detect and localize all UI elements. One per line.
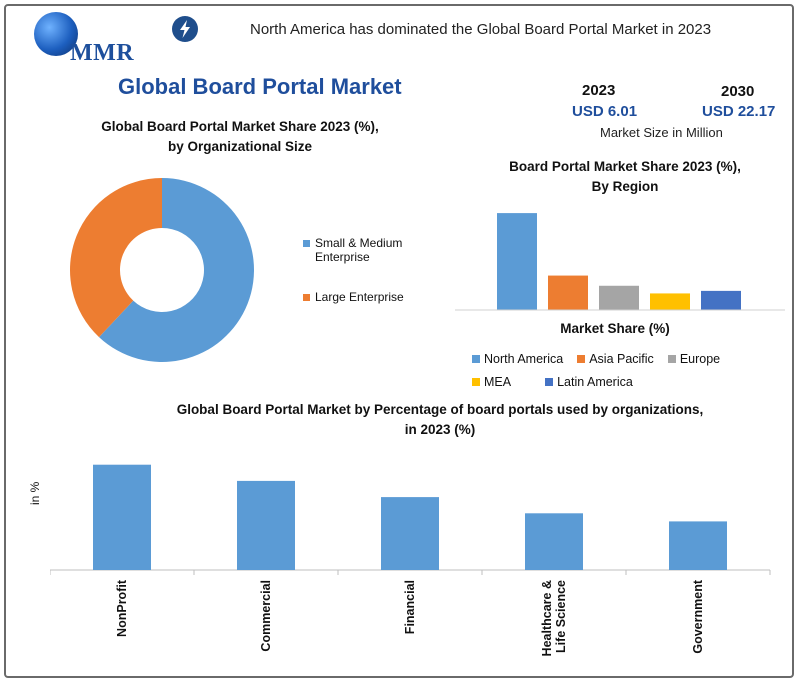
donut-legend: Small & Medium Enterprise Large Enterpri…	[303, 236, 413, 304]
legend-item-europe: Europe	[667, 352, 721, 366]
legend-swatch-mea	[472, 378, 480, 386]
orgs-tick-label-financial: Financial	[403, 580, 417, 634]
legend-item-latin-america: Latin America	[545, 375, 633, 389]
donut-slice-large	[70, 178, 162, 338]
region-bar-europe	[599, 285, 639, 310]
region-bar-mea	[650, 293, 690, 310]
market-size-note: Market Size in Million	[600, 125, 723, 140]
region-x-axis-label: Market Share (%)	[560, 321, 670, 336]
brand-logo: MMR	[70, 40, 135, 66]
region-title-line2: By Region	[591, 179, 659, 194]
stat-value-2030: USD 22.17	[702, 103, 776, 120]
legend-item-north-america: North America	[472, 352, 563, 366]
region-bar-latin-america	[701, 290, 741, 310]
donut-title-line1: Global Board Portal Market Share 2023 (%…	[101, 119, 379, 134]
orgs-tick-text: Government	[691, 579, 705, 653]
orgs-tick-text: Financial	[403, 580, 417, 634]
legend-item-mea: MEA	[472, 375, 511, 389]
legend-swatch-north-america	[472, 355, 480, 363]
legend-item-large: Large Enterprise	[303, 290, 413, 304]
orgs-title-line2: in 2023 (%)	[404, 422, 476, 437]
orgs-tick-text: NonProfit	[115, 579, 129, 637]
legend-label-large: Large Enterprise	[315, 290, 404, 304]
region-bar-chart	[455, 213, 785, 311]
donut-chart-title: Global Board Portal Market Share 2023 (%…	[60, 117, 420, 157]
orgs-tick-label-nonprofit: NonProfit	[115, 579, 129, 637]
orgs-bar-government	[669, 521, 727, 570]
region-title-line1: Board Portal Market Share 2023 (%),	[509, 159, 741, 174]
orgs-bar-commercial	[237, 480, 295, 570]
stat-value-2023: USD 6.01	[572, 103, 638, 120]
orgs-tick-text: Life Science	[554, 580, 568, 653]
donut-slice-sme	[99, 178, 255, 362]
legend-swatch-latin-america	[545, 378, 554, 386]
region-bar-asia-pacific	[548, 275, 588, 310]
orgs-tick-text: Healthcare &	[540, 580, 554, 656]
legend-swatch-europe	[667, 355, 676, 363]
orgs-y-axis-label: in %	[28, 481, 42, 505]
region-legend: North America Asia Pacific Europe MEA La…	[472, 352, 792, 389]
legend-label-europe: Europe	[679, 352, 721, 366]
stat-year-2023: 2023	[582, 82, 616, 99]
legend-label-sme: Small & Medium Enterprise	[315, 236, 403, 264]
legend-swatch-asia-pacific	[577, 355, 586, 363]
orgs-bar-chart: NonProfit Commercial Financial Healthcare &…	[50, 464, 771, 656]
legend-label-mea: MEA	[484, 375, 512, 389]
donut-chart	[70, 178, 255, 362]
region-bar-north-america	[497, 213, 537, 310]
page-title: Global Board Portal Market	[118, 74, 402, 99]
orgs-bar-financial	[381, 497, 439, 570]
legend-label-north-america: North America	[484, 352, 564, 366]
region-chart-title: Board Portal Market Share 2023 (%), By R…	[490, 157, 760, 197]
orgs-tick-label-healthcare: Healthcare & Life Science	[540, 580, 568, 656]
stat-year-2030: 2030	[721, 83, 755, 100]
lightning-icon	[172, 16, 198, 42]
legend-label-latin-america: Latin America	[557, 375, 633, 389]
orgs-bar-healthcare	[525, 513, 583, 570]
orgs-tick-label-commercial: Commercial	[259, 580, 273, 652]
orgs-bar-nonprofit	[93, 464, 151, 570]
legend-swatch-large	[303, 294, 310, 301]
legend-item-sme: Small & Medium Enterprise	[303, 236, 413, 264]
legend-swatch-sme	[303, 240, 310, 247]
legend-label-asia-pacific: Asia Pacific	[589, 352, 654, 366]
orgs-tick-label-government: Government	[691, 579, 705, 653]
globe-logo-icon	[34, 12, 78, 56]
orgs-chart-title: Global Board Portal Market by Percentage…	[100, 400, 780, 440]
headline: North America has dominated the Global B…	[250, 21, 712, 38]
donut-title-line2: by Organizational Size	[167, 139, 313, 154]
orgs-title-line1: Global Board Portal Market by Percentage…	[176, 402, 704, 417]
legend-item-asia-pacific: Asia Pacific	[577, 352, 654, 366]
orgs-tick-text: Commercial	[259, 580, 273, 652]
